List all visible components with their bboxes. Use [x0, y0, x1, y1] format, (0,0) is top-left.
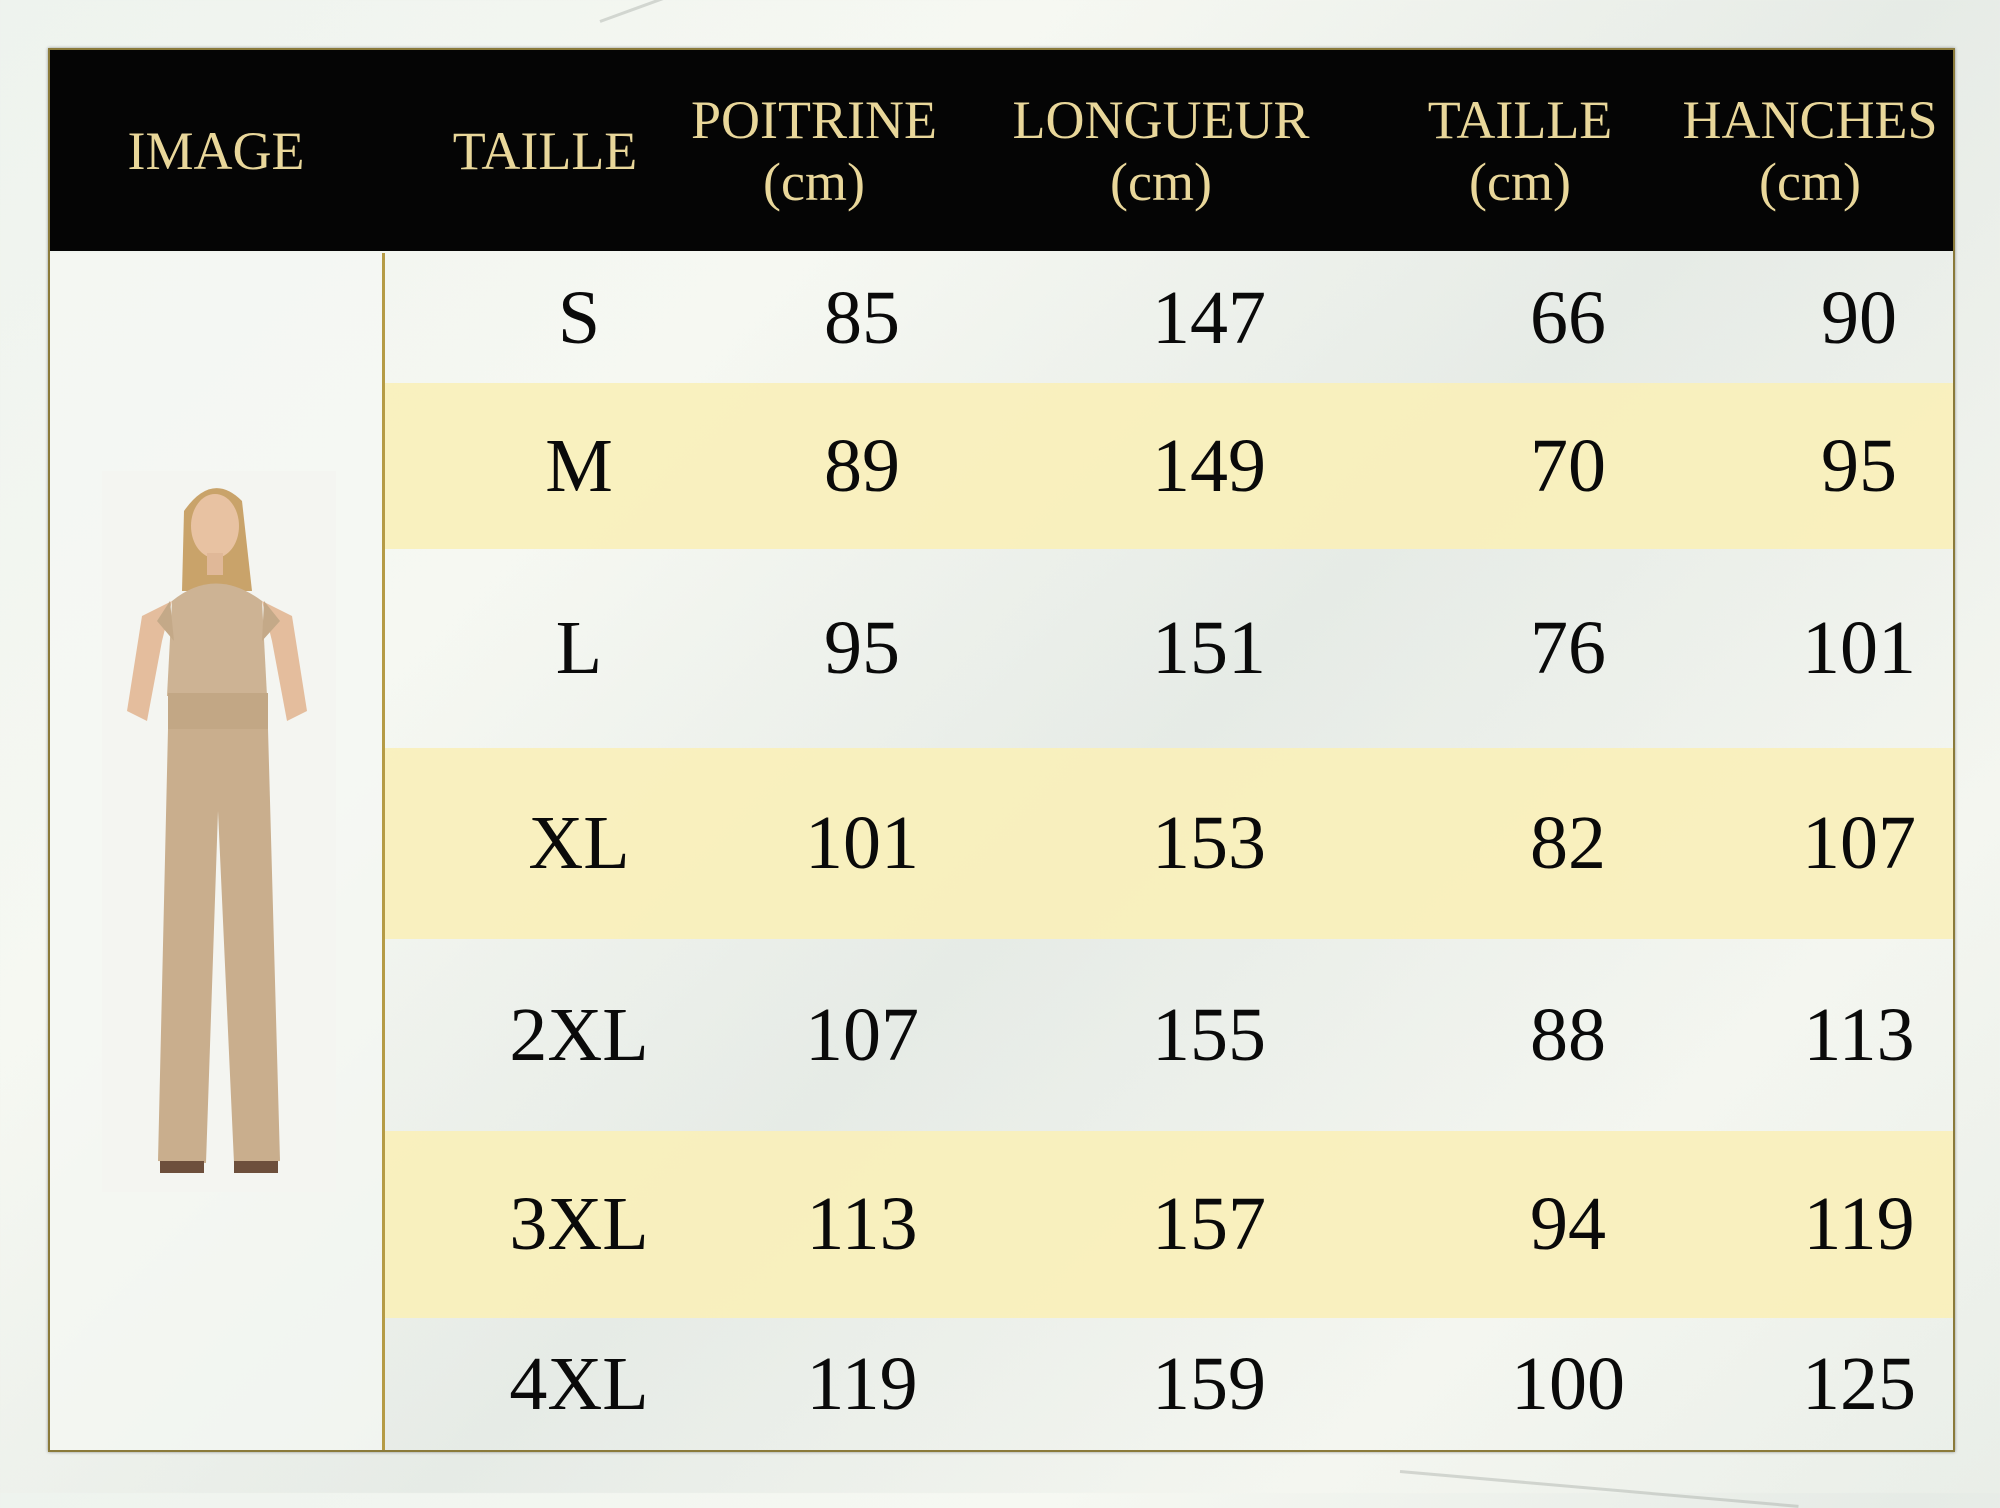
table-row: 2XL 107 155 88 113	[385, 939, 1953, 1131]
cell-size: S	[557, 275, 601, 360]
cell-size: 2XL	[509, 992, 649, 1077]
cell-waist: 82	[1530, 801, 1606, 885]
cell-hips: 95	[1821, 423, 1897, 508]
cell-waist: 88	[1530, 992, 1606, 1077]
header-length-label: LONGUEUR	[1012, 89, 1310, 150]
cell-chest: 113	[806, 1182, 918, 1266]
header-image-label: IMAGE	[127, 120, 305, 181]
header-waist-unit: (cm)	[1469, 151, 1571, 212]
header-length-unit: (cm)	[1110, 151, 1212, 212]
cell-waist: 70	[1530, 423, 1606, 508]
image-column	[50, 253, 385, 1450]
header-hips: HANCHES (cm)	[1670, 50, 1950, 251]
cell-chest: 119	[806, 1341, 918, 1426]
cell-size: L	[555, 606, 603, 690]
cell-size: M	[545, 423, 613, 508]
cell-length: 159	[1152, 1341, 1266, 1426]
size-chart-table: IMAGE TAILLE POITRINE (cm) LONGUEUR (cm) T…	[48, 48, 1955, 1452]
cell-hips: 90	[1821, 275, 1897, 360]
cell-waist: 94	[1530, 1182, 1606, 1266]
cell-waist: 100	[1511, 1341, 1625, 1426]
cell-length: 149	[1152, 423, 1266, 508]
marble-vein	[1399, 1470, 1799, 1508]
header-waist-label: TAILLE	[1427, 89, 1613, 150]
cell-chest: 95	[824, 606, 900, 690]
cell-length: 153	[1152, 801, 1266, 885]
cell-hips: 113	[1803, 992, 1915, 1077]
model-jumpsuit-image	[127, 488, 307, 1173]
cell-chest: 107	[805, 992, 919, 1077]
table-row: L 95 151 76 101	[385, 549, 1953, 748]
marble-vein	[599, 0, 883, 23]
product-photo	[102, 471, 336, 1192]
cell-length: 151	[1152, 606, 1266, 690]
cell-size: 3XL	[509, 1182, 649, 1266]
cell-waist: 66	[1530, 275, 1606, 360]
cell-waist: 76	[1530, 606, 1606, 690]
header-hips-label: HANCHES	[1682, 89, 1938, 150]
cell-chest: 85	[824, 275, 900, 360]
table-row: M 89 149 70 95	[385, 383, 1953, 549]
cell-hips: 101	[1802, 606, 1916, 690]
header-chest-label: POITRINE	[691, 89, 937, 150]
header-size: TAILLE	[395, 50, 695, 251]
table-row: S 85 147 66 90	[385, 253, 1953, 383]
header-waist: TAILLE (cm)	[1380, 50, 1660, 251]
header-chest-unit: (cm)	[763, 151, 865, 212]
cell-hips: 107	[1802, 801, 1916, 885]
cell-length: 155	[1152, 992, 1266, 1077]
header-chest: POITRINE (cm)	[674, 50, 954, 251]
table-row: 4XL 119 159 100 125	[385, 1318, 1953, 1450]
cell-chest: 89	[824, 423, 900, 508]
table-row: XL 101 153 82 107	[385, 748, 1953, 939]
cell-chest: 101	[805, 801, 919, 885]
header-hips-unit: (cm)	[1759, 151, 1861, 212]
cell-size: XL	[528, 801, 630, 885]
table-header: IMAGE TAILLE POITRINE (cm) LONGUEUR (cm) T…	[50, 50, 1953, 251]
header-image: IMAGE	[50, 50, 382, 251]
cell-size: 4XL	[509, 1341, 649, 1426]
cell-length: 147	[1152, 275, 1266, 360]
header-size-label: TAILLE	[452, 120, 638, 181]
cell-length: 157	[1152, 1182, 1266, 1266]
table-row: 3XL 113 157 94 119	[385, 1131, 1953, 1318]
header-length: LONGUEUR (cm)	[1001, 50, 1321, 251]
cell-hips: 119	[1803, 1182, 1915, 1266]
cell-hips: 125	[1802, 1341, 1916, 1426]
